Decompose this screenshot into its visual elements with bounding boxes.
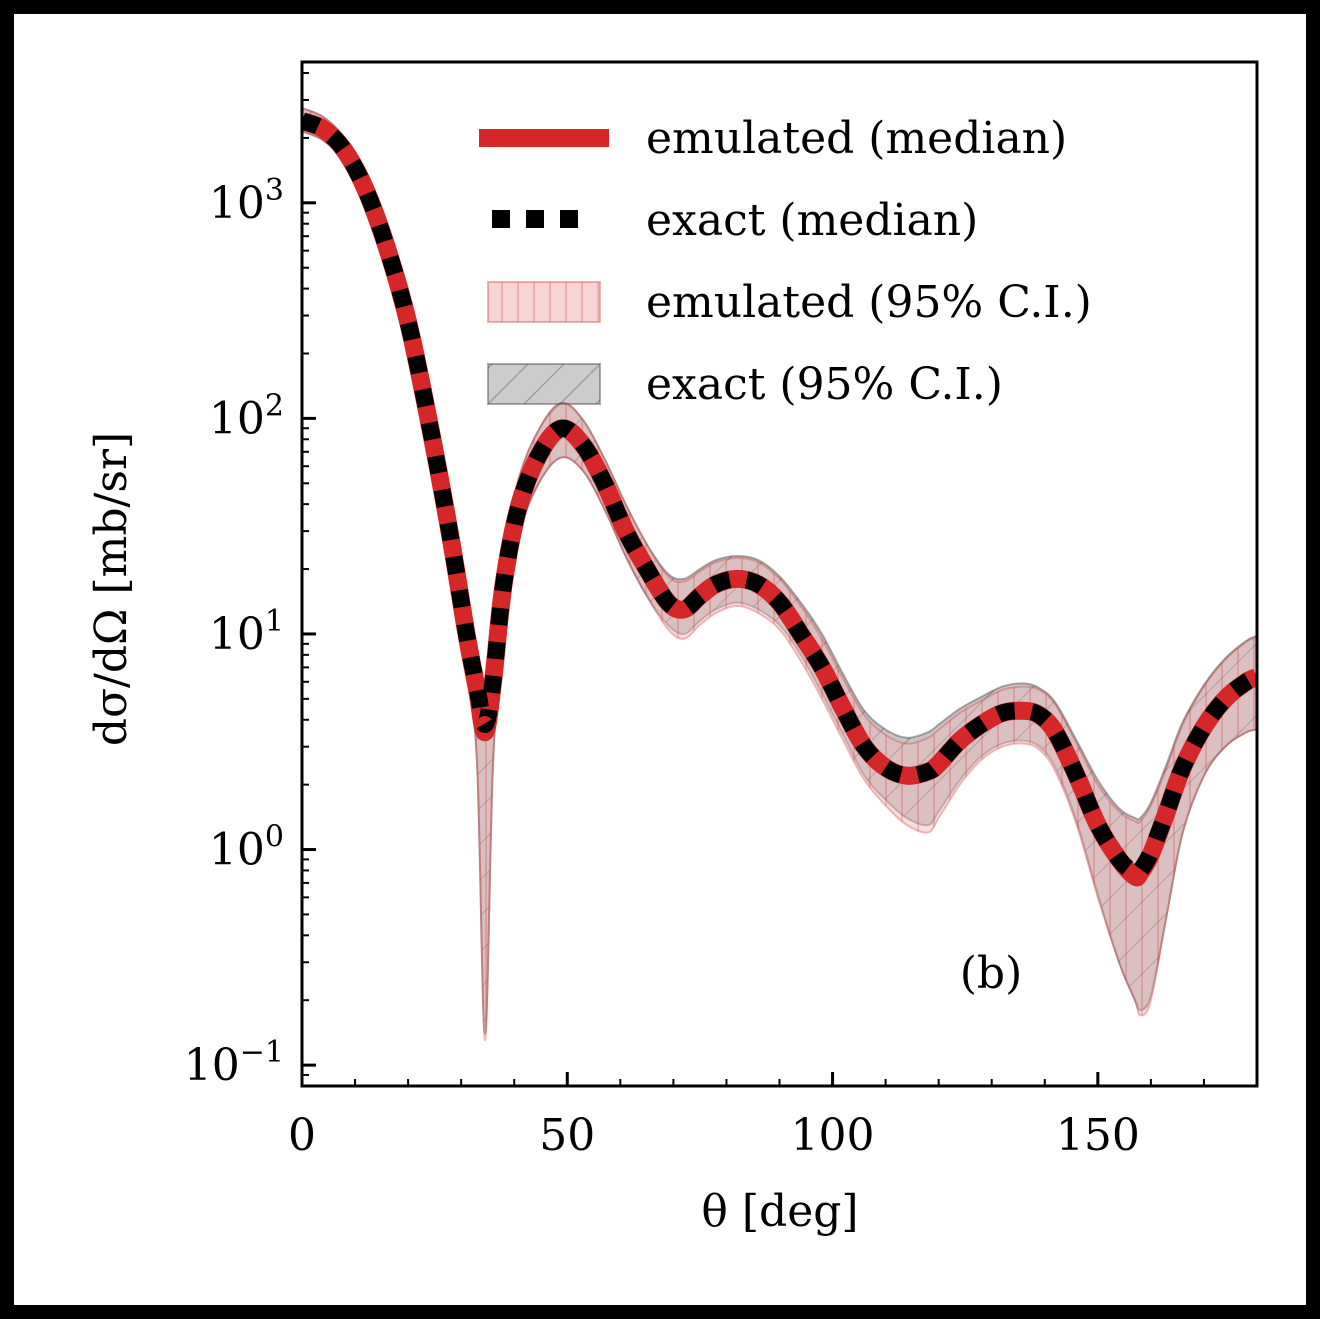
x-tick-label: 100	[791, 1110, 875, 1161]
y-axis-ticks: 10−1 100 101 102 103	[184, 72, 316, 1091]
legend: emulated (median) exact (median) emulate…	[479, 113, 1092, 410]
legend-swatch-exact-dot	[560, 210, 578, 228]
y-tick-label: 102	[209, 388, 284, 444]
legend-item-emulated-ci: emulated (95% C.I.)	[487, 277, 1092, 328]
legend-item-exact-median: exact (median)	[492, 195, 978, 246]
legend-swatch-exact-dot	[492, 210, 510, 228]
legend-label-emulated-median: emulated (median)	[646, 113, 1067, 164]
y-axis-label: dσ/dΩ [mb/sr]	[86, 432, 137, 746]
x-tick-label: 0	[288, 1110, 316, 1161]
legend-swatch-exact-dot	[526, 210, 544, 228]
legend-item-exact-ci: exact (95% C.I.)	[487, 359, 1003, 410]
x-tick-label: 50	[539, 1110, 595, 1161]
panel-label: (b)	[960, 948, 1023, 999]
median-lines	[302, 112, 1257, 887]
y-tick-label: 101	[209, 604, 284, 660]
x-axis-ticks: 0 50 100 150	[288, 1072, 1205, 1161]
emulated-ci-hatch	[302, 108, 1257, 1041]
legend-label-emulated-ci: emulated (95% C.I.)	[646, 277, 1092, 328]
exact-median-line	[302, 112, 1257, 883]
x-tick-label: 150	[1056, 1110, 1140, 1161]
legend-swatch-hatch	[488, 364, 600, 404]
x-axis-label: θ [deg]	[701, 1186, 858, 1237]
figure-canvas: 0 50 100 150 10−1 100 101 102 103 θ [deg] dσ/dΩ…	[14, 14, 1306, 1305]
legend-item-emulated-median: emulated (median)	[479, 113, 1067, 164]
cross-section-chart: 0 50 100 150 10−1 100 101 102 103 θ [deg] dσ/dΩ…	[86, 60, 1259, 1237]
legend-swatch-hatch	[488, 282, 600, 322]
legend-label-exact-median: exact (median)	[646, 195, 978, 246]
confidence-bands	[302, 107, 1257, 1042]
y-tick-label: 100	[209, 820, 284, 876]
y-tick-label: 103	[209, 173, 284, 229]
y-tick-label: 10−1	[184, 1035, 284, 1091]
legend-label-exact-ci: exact (95% C.I.)	[646, 359, 1003, 410]
